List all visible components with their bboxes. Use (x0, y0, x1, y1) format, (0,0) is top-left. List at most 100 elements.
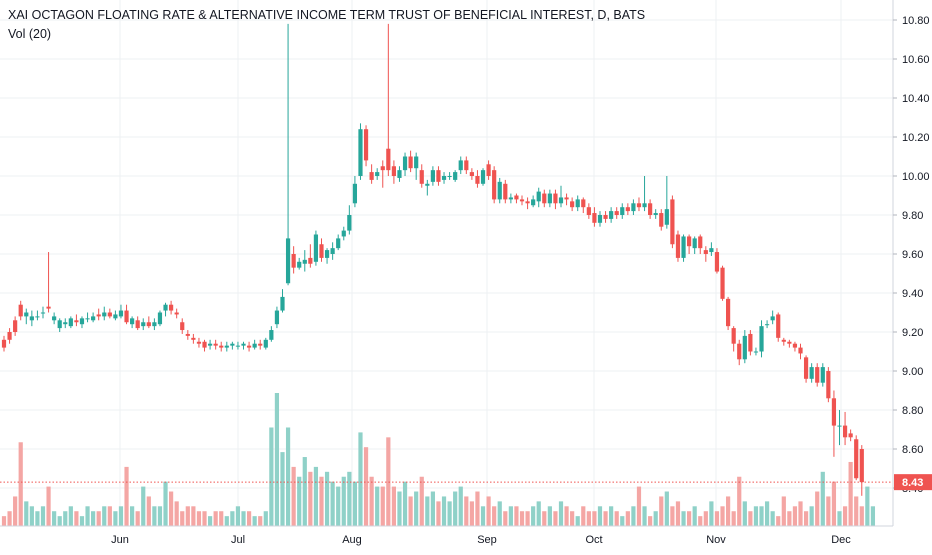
volume-bar (586, 511, 591, 526)
volume-bar (742, 501, 747, 526)
candle-body (519, 199, 525, 202)
volume-bar (653, 511, 658, 526)
candle-body (102, 312, 107, 317)
candle-body (163, 304, 168, 311)
volume-bar (207, 516, 213, 526)
time-tick-label: Oct (585, 534, 602, 546)
volume-bar (324, 471, 330, 526)
price-axis (893, 0, 932, 550)
last-price-label: 8.43 (902, 477, 923, 489)
candle-body (263, 339, 268, 348)
volume-bar (597, 506, 603, 526)
volume-bar (737, 476, 742, 526)
candle-body (675, 234, 681, 258)
volume-bar (391, 486, 396, 526)
candle-body (18, 304, 23, 317)
volume-bar (854, 496, 859, 526)
candle-body (169, 304, 174, 311)
volume-bar (848, 461, 853, 526)
candle-body (597, 215, 603, 223)
volume-bar (625, 511, 630, 526)
candle-body (107, 312, 112, 317)
volume-bar (675, 501, 681, 526)
candle-body (7, 332, 12, 340)
candle-body (787, 341, 792, 344)
candle-body (586, 207, 591, 215)
time-tick-label: Jul (231, 534, 245, 546)
volume-bar (1, 516, 7, 526)
volume-bar (230, 511, 235, 526)
candle-body (492, 170, 497, 200)
candle-body (620, 207, 625, 215)
candle-body (842, 425, 848, 438)
volume-bar (135, 511, 140, 526)
volume-bar (74, 511, 79, 526)
volume-bar (458, 486, 463, 526)
candle-body (230, 343, 235, 346)
candle-body (826, 371, 831, 399)
candle-body (692, 238, 697, 249)
candle-body (386, 148, 391, 171)
volume-bar (102, 506, 107, 526)
candle-body (609, 211, 614, 219)
price-tick-label: 9.60 (902, 249, 923, 261)
candle-body (280, 296, 285, 311)
volume-bar (809, 506, 814, 526)
candle-body (653, 213, 658, 215)
candle-body (185, 333, 190, 336)
time-tick-label: Dec (831, 534, 851, 546)
volume-bar (553, 511, 558, 526)
candle-body (820, 367, 825, 383)
candle-body (469, 172, 474, 176)
volume-bar (24, 501, 29, 526)
candle-body (196, 341, 202, 344)
candle-body (29, 316, 34, 321)
volume-bar (503, 511, 508, 526)
candle-body (859, 449, 864, 483)
volume-bar (514, 506, 519, 526)
candle-body (380, 166, 385, 171)
candle-body (753, 351, 759, 353)
volume-bar (85, 506, 90, 526)
candle-body (258, 343, 263, 346)
candle-body (213, 343, 218, 346)
volume-bar (441, 496, 447, 526)
candle-body (698, 236, 703, 249)
volume-bar (480, 506, 486, 526)
candle-body (202, 341, 207, 348)
volume-bar (386, 437, 391, 526)
candle-body (24, 312, 29, 317)
candle-body (815, 367, 820, 383)
volume-bar (714, 511, 720, 526)
volume-bar (436, 501, 441, 526)
candle-body (74, 320, 79, 323)
price-tick-label: 10.00 (902, 171, 930, 183)
volume-bar (692, 506, 697, 526)
candle-body (592, 213, 597, 223)
volume-bar (681, 511, 686, 526)
candle-body (324, 250, 330, 258)
candle-body (174, 312, 179, 315)
volume-bar (508, 506, 513, 526)
candle-body (235, 345, 241, 347)
volume-bar (670, 506, 675, 526)
candle-body (581, 199, 586, 208)
candle-body (52, 316, 57, 321)
candle-body (525, 201, 530, 204)
volume-bar (831, 481, 837, 526)
volume-bar (380, 486, 385, 526)
volume-bar (269, 427, 274, 526)
volume-bar (191, 506, 196, 526)
candle-body (397, 170, 402, 178)
candle-body (447, 176, 452, 177)
candle-body (603, 215, 608, 219)
price-tick-label: 9.80 (902, 210, 923, 222)
candle-body (246, 345, 252, 348)
volume-bar (358, 432, 363, 526)
volume-bar (447, 501, 452, 526)
volume-bar (703, 511, 708, 526)
volume-bar (731, 511, 736, 526)
volume-bar (297, 476, 302, 526)
